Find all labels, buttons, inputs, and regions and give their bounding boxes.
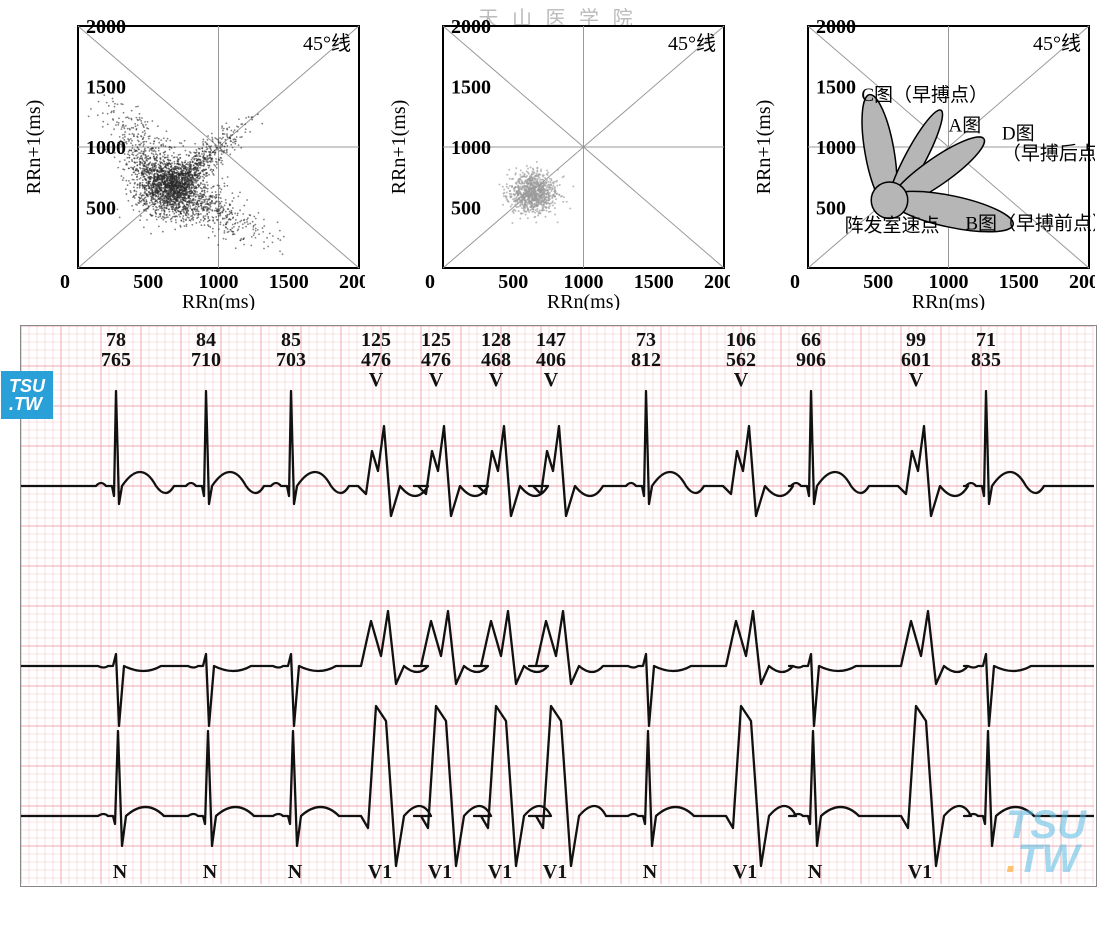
- svg-text:765: 765: [101, 349, 131, 371]
- svg-text:1500: 1500: [634, 271, 674, 293]
- svg-text:703: 703: [276, 349, 306, 371]
- svg-text:476: 476: [361, 349, 391, 371]
- svg-text:V: V: [429, 369, 444, 391]
- svg-text:RRn(ms): RRn(ms): [182, 291, 255, 310]
- svg-text:V: V: [544, 369, 559, 391]
- svg-text:0: 0: [790, 271, 800, 293]
- svg-text:（早搏后点）: （早搏后点）: [1002, 143, 1095, 165]
- svg-text:V1: V1: [543, 861, 567, 883]
- svg-text:71: 71: [976, 329, 996, 351]
- svg-text:D图: D图: [1002, 124, 1035, 145]
- ecg-panel: TSU.TW 787658471085703125476V125476V1284…: [20, 325, 1097, 887]
- svg-text:0: 0: [425, 271, 435, 293]
- svg-text:1500: 1500: [816, 77, 856, 99]
- svg-text:406: 406: [536, 349, 566, 371]
- svg-text:A图: A图: [949, 115, 982, 136]
- svg-text:2000: 2000: [816, 20, 856, 38]
- svg-text:500: 500: [816, 198, 846, 220]
- svg-text:N: N: [113, 861, 128, 883]
- svg-text:99: 99: [906, 329, 926, 351]
- svg-text:1000: 1000: [199, 271, 239, 293]
- svg-text:85: 85: [281, 329, 301, 351]
- svg-text:66: 66: [801, 329, 821, 351]
- svg-text:125: 125: [361, 329, 391, 351]
- svg-text:500: 500: [498, 271, 528, 293]
- svg-text:RRn+1(ms): RRn+1(ms): [23, 100, 45, 195]
- svg-text:147: 147: [536, 329, 566, 351]
- svg-text:V1: V1: [908, 861, 932, 883]
- svg-text:RRn(ms): RRn(ms): [912, 291, 985, 310]
- svg-text:2000: 2000: [86, 20, 126, 38]
- svg-text:710: 710: [191, 349, 221, 371]
- svg-text:84: 84: [196, 329, 216, 351]
- svg-text:835: 835: [971, 349, 1001, 371]
- svg-text:V1: V1: [368, 861, 392, 883]
- svg-text:RRn+1(ms): RRn+1(ms): [388, 100, 410, 195]
- svg-text:128: 128: [481, 329, 511, 351]
- svg-text:C图（早搏点）: C图（早搏点）: [861, 84, 988, 106]
- svg-text:468: 468: [481, 349, 511, 371]
- svg-text:476: 476: [421, 349, 451, 371]
- svg-text:106: 106: [726, 329, 756, 351]
- svg-text:500: 500: [451, 198, 481, 220]
- svg-text:V1: V1: [488, 861, 512, 883]
- svg-text:RRn+1(ms): RRn+1(ms): [753, 100, 775, 195]
- svg-text:1500: 1500: [451, 77, 491, 99]
- svg-text:2000: 2000: [1069, 271, 1095, 293]
- svg-text:562: 562: [726, 349, 756, 371]
- svg-text:500: 500: [133, 271, 163, 293]
- scatter-panel-c: 500 1000 1500 2000 500 1000 1500 2000 0 RRn(ms) RR…: [750, 20, 1095, 310]
- svg-text:0: 0: [60, 271, 70, 293]
- svg-text:906: 906: [796, 349, 826, 371]
- svg-text:V: V: [734, 369, 749, 391]
- svg-text:78: 78: [106, 329, 126, 351]
- svg-text:N: N: [203, 861, 218, 883]
- svg-text:RRn(ms): RRn(ms): [547, 291, 620, 310]
- svg-text:45°线: 45°线: [668, 32, 716, 55]
- svg-text:2000: 2000: [704, 271, 730, 293]
- svg-text:N: N: [643, 861, 658, 883]
- svg-text:1500: 1500: [86, 77, 126, 99]
- svg-text:125: 125: [421, 329, 451, 351]
- svg-text:V: V: [369, 369, 384, 391]
- svg-text:2000: 2000: [451, 20, 491, 38]
- svg-text:V1: V1: [428, 861, 452, 883]
- watermark-tsu-right: TSU.TW: [1006, 808, 1086, 876]
- watermark-tw: TW: [1017, 837, 1079, 881]
- svg-text:V: V: [909, 369, 924, 391]
- svg-text:B图（早搏前点）: B图（早搏前点）: [965, 212, 1095, 234]
- scatter-panel-b: 500 1000 1500 2000 500 1000 1500 2000 0 RRn(ms) RR…: [385, 20, 730, 310]
- svg-text:500: 500: [863, 271, 893, 293]
- svg-text:601: 601: [901, 349, 931, 371]
- svg-text:2000: 2000: [339, 271, 365, 293]
- scatter-panel-a: 5001000150020005001000150020000RRn(ms)RR…: [20, 20, 365, 310]
- svg-text:45°线: 45°线: [1033, 32, 1081, 55]
- svg-text:1000: 1000: [564, 271, 604, 293]
- svg-text:1500: 1500: [999, 271, 1039, 293]
- svg-text:812: 812: [631, 349, 661, 371]
- svg-text:阵发室速点: 阵发室速点: [845, 215, 940, 237]
- svg-text:N: N: [808, 861, 823, 883]
- svg-text:500: 500: [86, 198, 116, 220]
- watermark-tsu-left: TSU.TW: [1, 371, 53, 419]
- svg-text:45°线: 45°线: [303, 32, 351, 55]
- svg-text:1000: 1000: [816, 137, 856, 159]
- svg-text:1000: 1000: [451, 137, 491, 159]
- svg-text:73: 73: [636, 329, 656, 351]
- svg-text:V: V: [489, 369, 504, 391]
- svg-text:1500: 1500: [269, 271, 309, 293]
- svg-text:V1: V1: [733, 861, 757, 883]
- svg-text:N: N: [288, 861, 303, 883]
- svg-text:1000: 1000: [929, 271, 969, 293]
